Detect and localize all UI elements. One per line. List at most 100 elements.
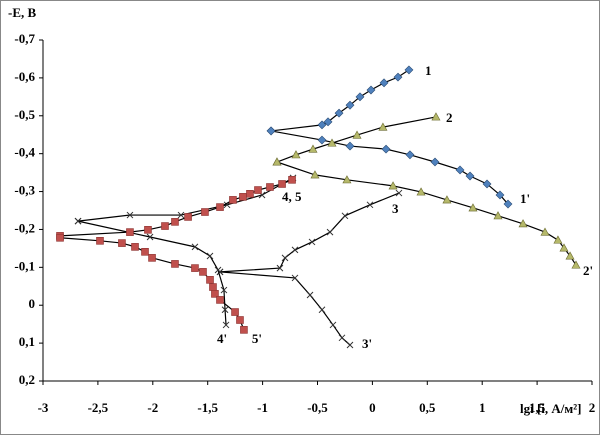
marker xyxy=(161,222,169,230)
y-tick-label: -0,4 xyxy=(14,145,35,160)
marker xyxy=(171,260,179,268)
marker xyxy=(254,186,262,194)
marker xyxy=(518,219,528,228)
marker xyxy=(326,228,334,236)
y-tick-label: 0,1 xyxy=(19,334,35,349)
x-tick-label: -1,5 xyxy=(197,400,218,415)
marker xyxy=(222,321,230,329)
marker xyxy=(308,144,318,153)
marker xyxy=(341,212,349,220)
marker xyxy=(323,117,333,127)
marker xyxy=(327,138,337,147)
marker xyxy=(221,306,229,314)
marker xyxy=(431,112,441,121)
y-axis-label: -E, В xyxy=(8,5,37,20)
marker xyxy=(559,243,569,252)
marker xyxy=(177,211,185,219)
marker xyxy=(393,72,403,82)
x-tick-label: 1 xyxy=(479,400,486,415)
x-tick-label: -2,5 xyxy=(88,400,109,415)
y-tick-label: -0,5 xyxy=(14,107,35,122)
marker xyxy=(229,196,237,204)
marker xyxy=(220,286,228,294)
marker xyxy=(266,126,276,136)
series-line xyxy=(59,237,245,331)
marker xyxy=(329,321,337,329)
marker xyxy=(201,208,209,216)
marker xyxy=(482,179,492,189)
marker xyxy=(355,92,365,102)
marker xyxy=(468,203,478,212)
y-tick-label: -0,6 xyxy=(14,69,35,84)
marker xyxy=(495,190,505,200)
marker xyxy=(272,157,282,166)
marker xyxy=(144,226,152,234)
marker xyxy=(266,183,274,191)
marker xyxy=(211,290,219,298)
marker xyxy=(209,283,217,291)
marker xyxy=(317,120,327,130)
marker xyxy=(216,203,224,211)
marker xyxy=(416,187,426,196)
marker xyxy=(199,268,207,276)
marker xyxy=(352,130,362,139)
marker xyxy=(191,243,199,251)
y-tick-label: -0,2 xyxy=(14,220,35,235)
x-tick-label: -1 xyxy=(257,400,268,415)
marker xyxy=(191,264,199,272)
marker xyxy=(378,122,388,131)
marker xyxy=(74,217,82,225)
marker xyxy=(231,308,239,316)
series-label: 2' xyxy=(583,263,593,278)
x-tick-label: -0,5 xyxy=(307,400,328,415)
marker xyxy=(214,266,222,274)
marker xyxy=(126,211,134,219)
marker xyxy=(171,218,179,226)
marker xyxy=(216,296,224,304)
marker xyxy=(395,189,403,197)
marker xyxy=(236,316,244,324)
marker xyxy=(565,251,575,260)
x-axis-label: lgi [i, А/м²] xyxy=(520,401,582,416)
marker xyxy=(281,254,289,262)
marker xyxy=(308,238,316,246)
marker xyxy=(342,175,352,184)
marker xyxy=(345,141,355,151)
marker xyxy=(366,201,374,209)
marker xyxy=(318,306,326,314)
x-tick-label: 2 xyxy=(589,400,596,415)
marker xyxy=(306,291,314,299)
marker xyxy=(430,157,440,167)
marker xyxy=(131,243,139,251)
marker xyxy=(345,100,355,110)
y-tick-label: 0 xyxy=(29,296,36,311)
x-tick-label: 0,5 xyxy=(419,400,436,415)
marker xyxy=(56,233,64,242)
marker xyxy=(278,180,286,188)
marker xyxy=(540,227,550,236)
marker xyxy=(240,326,248,334)
marker xyxy=(310,170,320,179)
marker xyxy=(146,233,154,241)
marker xyxy=(442,195,452,204)
marker xyxy=(493,211,503,220)
marker xyxy=(141,247,149,256)
marker xyxy=(206,276,214,284)
x-tick-label: 1,5 xyxy=(529,400,546,415)
marker xyxy=(334,108,344,118)
marker xyxy=(388,181,398,190)
series-label: 1' xyxy=(520,191,530,206)
marker xyxy=(553,235,563,244)
marker xyxy=(276,264,284,272)
marker xyxy=(405,150,415,160)
marker xyxy=(366,85,376,95)
marker xyxy=(291,274,299,282)
y-tick-label: -0,1 xyxy=(14,258,35,273)
marker xyxy=(317,135,327,145)
series-label: 2 xyxy=(446,110,453,125)
marker xyxy=(96,237,104,245)
x-tick-label: -2 xyxy=(147,400,158,415)
marker xyxy=(148,254,156,262)
